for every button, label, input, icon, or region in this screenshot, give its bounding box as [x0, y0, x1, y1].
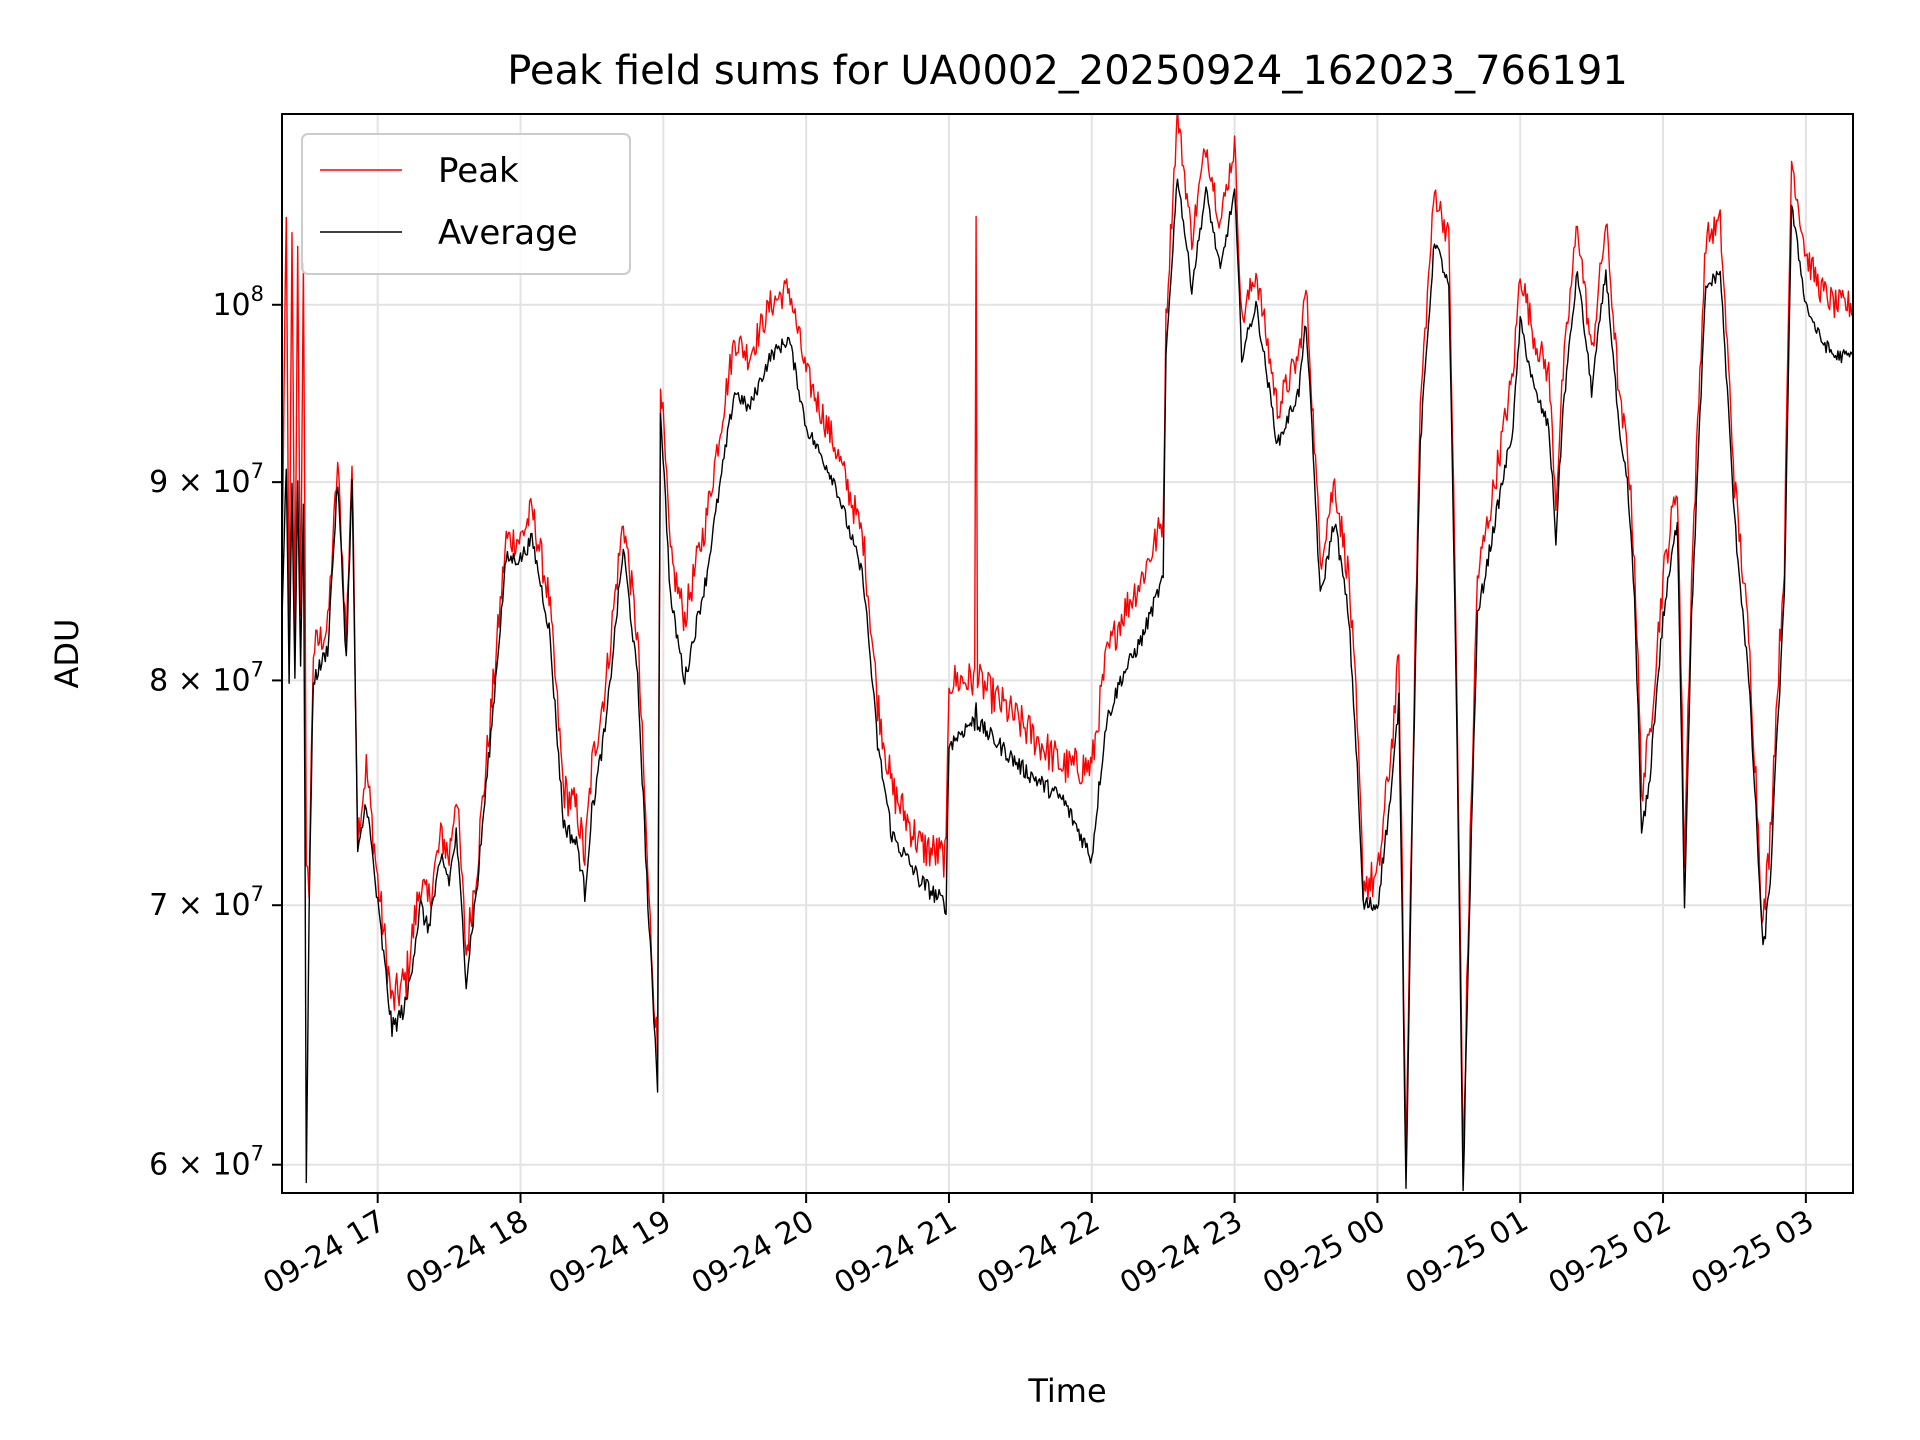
y-tick-exponent: 7 [251, 459, 264, 483]
y-tick-mantissa: 8 [149, 663, 168, 698]
grid [282, 114, 1853, 1193]
y-tick-label: 6 × 107 [149, 1142, 264, 1183]
y-tick-exponent: 7 [251, 657, 264, 681]
y-tick-exponent: 8 [251, 282, 264, 306]
legend: Peak Average [301, 133, 631, 275]
y-tick-times: × 10 [168, 1148, 250, 1183]
y-tick-mantissa: 9 [149, 465, 168, 500]
y-axis-label: ADU [48, 619, 86, 689]
axes-frame [281, 113, 1854, 1194]
y-tick-times: × 10 [168, 663, 250, 698]
y-tick-label: 7 × 107 [149, 882, 264, 923]
y-tick-label: 8 × 107 [149, 657, 264, 698]
chart-title: Peak field sums for UA0002_20250924_1620… [507, 48, 1628, 94]
legend-box [301, 133, 631, 275]
plot-area [282, 114, 1853, 1192]
y-tick-times: × 10 [168, 465, 250, 500]
y-tick-exponent: 7 [251, 1142, 264, 1166]
y-tick-label: 108 [212, 282, 264, 323]
series-line-peak [282, 114, 1853, 1163]
y-tick-label: 9 × 107 [149, 459, 264, 500]
y-tick-exponent: 7 [251, 882, 264, 906]
y-tick-base: 10 [212, 288, 250, 323]
y-tick-mantissa: 6 [149, 1148, 168, 1183]
x-axis-label: Time [1027, 1372, 1106, 1410]
series-line-average [282, 178, 1853, 1192]
y-tick-times: × 10 [168, 888, 250, 923]
y-tick-mantissa: 7 [149, 888, 168, 923]
legend-label-peak: Peak [438, 151, 519, 191]
legend-label-average: Average [438, 213, 578, 253]
